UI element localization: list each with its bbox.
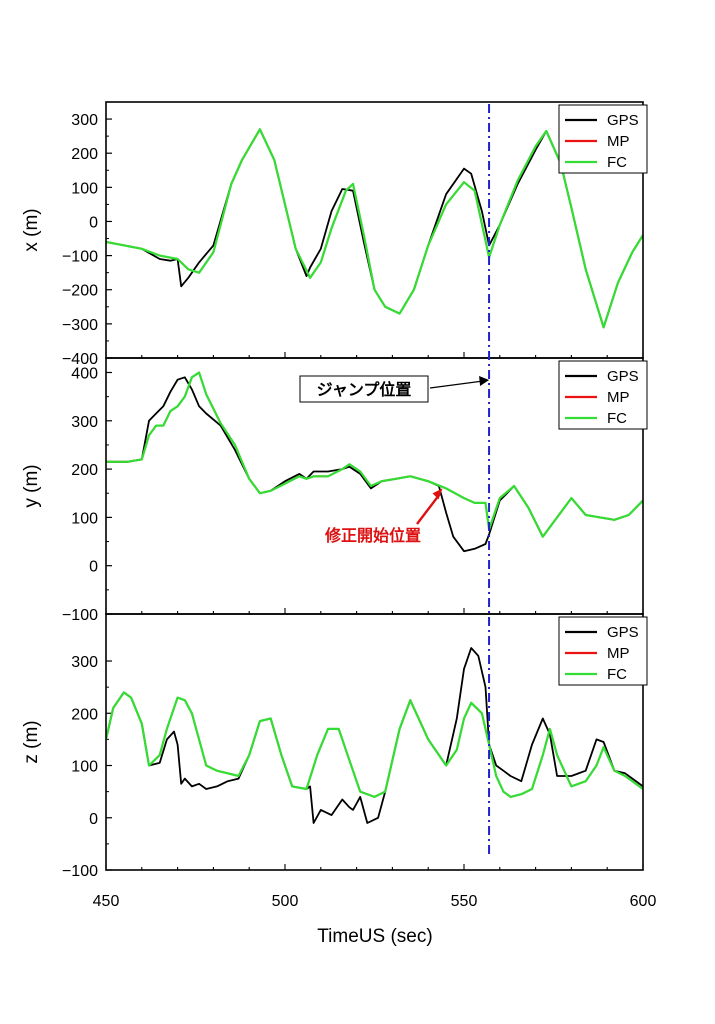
y-tick-label: 200 [71, 462, 98, 479]
y-tick-label: 300 [71, 654, 98, 671]
legend: GPS MP FC [558, 104, 648, 174]
y-tick-label: 100 [71, 180, 98, 197]
y-ticks: 300 200 100 0 −100 −200 −300 −400 [62, 112, 112, 368]
y-tick-label: 0 [89, 214, 98, 231]
correction-label: 修正開始位置 [324, 526, 421, 545]
legend: GPS MP FC [558, 616, 648, 686]
legend-label-gps: GPS [607, 368, 639, 385]
x-ticks [105, 352, 644, 358]
y-tick-label: −100 [62, 607, 98, 624]
y-tick-label: 400 [71, 365, 98, 382]
series-group [106, 647, 643, 824]
x-axis-title: TimeUS (sec) [317, 926, 432, 947]
jump-label: ジャンプ位置 [317, 380, 412, 399]
legend-label-gps: GPS [607, 624, 639, 641]
series-line-gps [106, 647, 643, 824]
y-ticks: 300 200 100 0 −100 [62, 654, 112, 880]
panel-y: 400 300 200 100 0 −100 y (m) GPS MP FC [21, 357, 648, 624]
y-tick-label: −300 [62, 317, 98, 334]
x-tick-label: 450 [93, 893, 120, 910]
x-tick-label: 500 [272, 893, 299, 910]
legend-label-fc: FC [607, 666, 627, 683]
correction-arrow-head [432, 488, 443, 500]
correction-arrow-shaft [416, 493, 441, 525]
legend-label-mp: MP [607, 645, 630, 662]
series-line-fc [106, 371, 643, 538]
legend-label-mp: MP [607, 389, 630, 406]
legend-label-fc: FC [607, 410, 627, 427]
y-tick-label: −100 [62, 863, 98, 880]
plot-frame [105, 613, 644, 871]
y-tick-label: 200 [71, 146, 98, 163]
y-tick-label: 100 [71, 759, 98, 776]
y-tick-label: 200 [71, 706, 98, 723]
series-line-fc [106, 128, 643, 329]
y-axis-title: z (m) [21, 720, 42, 763]
jump-arrow-head [479, 376, 490, 386]
y-tick-label: 100 [71, 510, 98, 527]
y-tick-label: −400 [62, 351, 98, 368]
y-axis-title: x (m) [21, 208, 42, 251]
y-tick-label: 0 [89, 559, 98, 576]
panel-x: 300 200 100 0 −100 −200 −300 −400 x (m) GPS MP FC [21, 101, 648, 368]
jump-label-box [299, 375, 429, 403]
legend: GPS MP FC [558, 360, 648, 430]
panel-z: 300 200 100 0 −100 z (m) GPS MP FC [21, 613, 648, 880]
jump-arrow-shaft [429, 380, 484, 389]
legend-label-mp: MP [607, 133, 630, 150]
series-line-fc [106, 691, 643, 799]
y-ticks: 400 300 200 100 0 −100 [62, 365, 112, 624]
y-tick-label: −200 [62, 283, 98, 300]
series-group [106, 128, 643, 329]
y-axis-title: y (m) [21, 464, 42, 507]
y-tick-label: −100 [62, 249, 98, 266]
x-tick-label: 550 [451, 893, 478, 910]
y-tick-label: 300 [71, 414, 98, 431]
legend-label-gps: GPS [607, 112, 639, 129]
series-group [106, 371, 643, 553]
y-tick-label: 0 [89, 811, 98, 828]
x-ticks [105, 864, 644, 870]
x-tick-labels: 450 500 550 600 [93, 893, 657, 910]
x-tick-label: 600 [630, 893, 657, 910]
legend-label-fc: FC [607, 154, 627, 171]
y-tick-label: 300 [71, 112, 98, 129]
